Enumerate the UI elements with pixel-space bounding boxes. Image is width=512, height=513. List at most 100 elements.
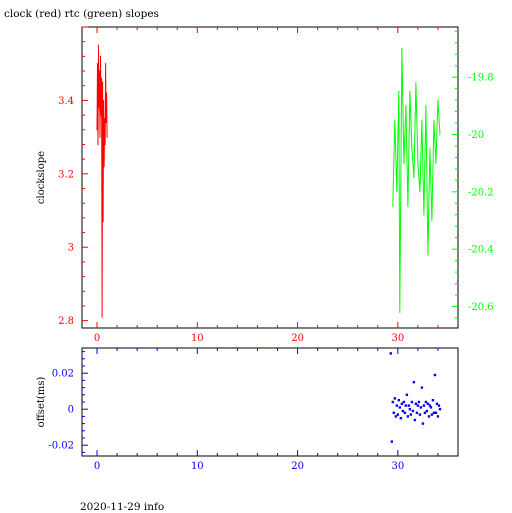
rtc-slope-series-point bbox=[409, 90, 411, 93]
offset-series-point bbox=[403, 411, 407, 414]
offset-series-point bbox=[426, 402, 430, 405]
rtc-slope-series-point bbox=[439, 133, 441, 136]
rtc-slope-series-point bbox=[417, 162, 419, 164]
offset-series-point bbox=[417, 400, 421, 404]
rtc-slope-series-point bbox=[403, 162, 405, 164]
offset-series-point bbox=[390, 440, 394, 443]
offset-series-point bbox=[404, 404, 408, 407]
clock-slope-series-point bbox=[106, 136, 108, 138]
rtc-slope-series-point bbox=[398, 90, 400, 93]
slopes-x-tick-label: 30 bbox=[391, 333, 404, 344]
rtc-slope-series-point bbox=[419, 191, 421, 193]
slopes-left-y-tick-label: 3.2 bbox=[58, 169, 74, 180]
offset-series-point bbox=[398, 406, 402, 409]
offset-series-point bbox=[421, 422, 425, 425]
offset-series-point bbox=[416, 404, 420, 407]
rtc-slope-series-point bbox=[392, 205, 394, 207]
offset-series-point bbox=[427, 415, 431, 418]
offset-series-point bbox=[397, 399, 401, 402]
slopes-panel: clockslope 0 10 20 30 2.8 3 3.2 3.4 -20.6 -20.4… bbox=[36, 26, 494, 344]
slopes-right-y-tick-label: -20.4 bbox=[468, 245, 494, 256]
offset-series-point bbox=[434, 411, 438, 414]
slopes-left-y-tick-label: 3.4 bbox=[58, 96, 74, 107]
rtc-slope-series-point bbox=[399, 311, 401, 313]
offset-series-point bbox=[396, 413, 400, 416]
offset-series-point bbox=[431, 399, 435, 402]
offset-plot-frame bbox=[81, 347, 459, 457]
rtc-slope-series-point bbox=[405, 105, 407, 107]
rtc-slope-series-point bbox=[427, 254, 429, 256]
clock-slope-series-point bbox=[100, 77, 103, 79]
clock-slope-series-point bbox=[96, 129, 98, 131]
offset-panel: offset(ms) 0 10 20 30 -0.02 0 0.02 bbox=[36, 347, 459, 472]
offset-series-point bbox=[402, 400, 406, 404]
offset-series-point bbox=[423, 411, 427, 414]
offset-x-ticks: 0 10 20 30 bbox=[94, 348, 439, 472]
offset-series-point bbox=[413, 418, 417, 422]
clock-slope-series-point bbox=[98, 107, 100, 109]
slopes-x-tick-label: 10 bbox=[191, 333, 204, 344]
offset-series-point bbox=[405, 393, 409, 396]
offset-y-axis-label: offset(ms) bbox=[36, 377, 47, 428]
slopes-right-y-ticks: -20.6 -20.4 -20.2 -20 -19.8 bbox=[452, 30, 494, 319]
clock-slope-series-point bbox=[105, 121, 107, 124]
slopes-series bbox=[96, 44, 441, 318]
offset-series-point bbox=[429, 406, 433, 409]
offset-series-point bbox=[438, 408, 442, 411]
rtc-slope-series bbox=[392, 48, 441, 313]
offset-series-point bbox=[419, 406, 423, 409]
offset-series-point bbox=[414, 402, 418, 405]
clock-slope-series-point bbox=[101, 316, 103, 318]
clock-slope-series-point bbox=[104, 63, 107, 65]
rtc-slope-series-point bbox=[413, 176, 415, 179]
slopes-right-y-tick-label: -20 bbox=[468, 130, 484, 141]
offset-series-point bbox=[411, 409, 415, 413]
slopes-plot-frame bbox=[81, 26, 459, 329]
rtc-slope-series-point bbox=[433, 119, 435, 121]
rtc-slope-series-point bbox=[411, 148, 413, 150]
clock-slope-series-point bbox=[99, 55, 102, 57]
slopes-x-ticks: 0 10 20 30 bbox=[94, 27, 439, 344]
offset-y-tick-label: -0.02 bbox=[48, 441, 74, 452]
offset-series-point bbox=[437, 404, 441, 407]
slopes-left-y-ticks: 2.8 3 3.2 3.4 bbox=[58, 26, 88, 327]
rtc-slope-series-point bbox=[423, 214, 425, 216]
offset-x-tick-label: 0 bbox=[94, 461, 100, 472]
rtc-slope-series-point bbox=[431, 219, 433, 222]
offset-series-point bbox=[415, 411, 419, 414]
rtc-slope-series-point bbox=[429, 148, 431, 150]
clock-slope-series-point bbox=[105, 92, 108, 94]
clock-slope-series bbox=[96, 45, 108, 318]
rtc-slope-series-point bbox=[396, 191, 398, 193]
offset-series-point bbox=[393, 397, 397, 400]
offset-x-tick-label: 20 bbox=[291, 461, 304, 472]
rtc-slope-series-point bbox=[421, 119, 423, 121]
offset-series-point bbox=[408, 408, 412, 411]
slopes-left-y-tick-label: 3 bbox=[68, 243, 74, 254]
slopes-left-y-tick-label: 2.8 bbox=[58, 316, 74, 327]
clock-slope-series-point bbox=[97, 44, 100, 46]
offset-series-point bbox=[424, 400, 428, 404]
offset-series-point bbox=[407, 404, 411, 407]
offset-series-point bbox=[432, 411, 436, 414]
offset-series-point bbox=[399, 417, 403, 420]
offset-series-point bbox=[400, 402, 404, 405]
rtc-slope-series-point bbox=[435, 162, 437, 164]
offset-series-point bbox=[420, 386, 424, 389]
slopes-x-tick-label: 20 bbox=[291, 333, 304, 344]
clock-slope-series-point bbox=[102, 99, 105, 102]
slopes-right-y-tick-label: -19.8 bbox=[468, 73, 494, 84]
offset-series-point bbox=[389, 352, 393, 355]
slopes-right-y-tick-label: -20.2 bbox=[468, 187, 494, 198]
slopes-x-tick-label: 0 bbox=[94, 333, 100, 344]
clock-slope-series-point bbox=[103, 165, 105, 168]
rtc-slope-series-point bbox=[401, 47, 403, 50]
clock-slope-series-point bbox=[96, 63, 99, 65]
rtc-slope-series-point bbox=[394, 119, 396, 121]
offset-series-point bbox=[392, 411, 396, 414]
offset-y-tick-label: 0.02 bbox=[52, 369, 74, 380]
clock-slope-series-point bbox=[99, 136, 101, 138]
clock-slope-series-point bbox=[103, 118, 106, 120]
rtc-slope-series-point bbox=[437, 99, 439, 101]
